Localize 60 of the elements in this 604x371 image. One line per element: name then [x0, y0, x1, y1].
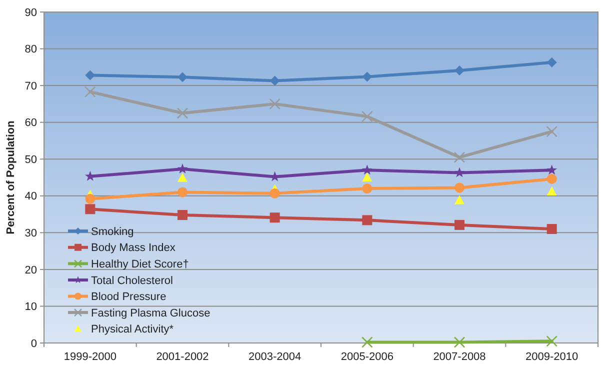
point: [270, 212, 280, 223]
point: [176, 107, 188, 119]
x-tick-label: 2007-2008: [433, 351, 486, 363]
y-tick-label: 60: [24, 117, 37, 130]
y-tick-label: 0: [30, 338, 37, 350]
y-tick-label: 10: [24, 301, 37, 314]
point: [362, 72, 372, 82]
legend-label: Healthy Diet Score†: [91, 258, 189, 270]
point: [270, 188, 280, 198]
point: [362, 110, 373, 122]
point: [84, 86, 96, 98]
point: [85, 194, 96, 204]
point: [454, 167, 465, 178]
x-tick-label: 2003-2004: [248, 351, 302, 363]
point: [546, 336, 558, 347]
point: [178, 187, 188, 198]
y-tick-label: 40: [24, 190, 37, 203]
point: [177, 164, 188, 174]
point: [362, 164, 372, 175]
point: [454, 65, 464, 76]
y-tick-label: 80: [24, 44, 37, 56]
y-tick-label: 30: [24, 228, 37, 240]
point: [178, 72, 188, 82]
point: [85, 204, 96, 214]
y-tick-label: 50: [24, 154, 37, 166]
legend-label: Fasting Plasma Glucose: [91, 307, 210, 320]
legend-label: Smoking: [91, 226, 134, 238]
point: [362, 336, 373, 348]
point: [454, 152, 466, 163]
point: [270, 76, 280, 86]
point: [362, 184, 372, 194]
y-axis-title: Percent of Population: [5, 120, 17, 234]
x-tick-label: 2009-2010: [526, 351, 578, 363]
point: [178, 172, 188, 182]
point: [362, 172, 372, 182]
point: [454, 220, 464, 230]
point: [546, 174, 557, 184]
legend-label: Total Cholesterol: [91, 274, 173, 287]
point: [454, 195, 464, 204]
point: [546, 126, 558, 138]
point: [546, 164, 558, 175]
point: [85, 70, 96, 80]
point: [546, 224, 557, 234]
point: [454, 336, 466, 348]
legend-label: Blood Pressure: [91, 291, 166, 304]
legend-label: Physical Activity*: [91, 324, 174, 336]
x-tick-label: 2001-2002: [156, 351, 209, 363]
point: [362, 215, 372, 226]
point: [269, 98, 280, 110]
point: [178, 210, 188, 220]
y-tick-label: 70: [24, 80, 37, 92]
x-tick-label: 2005-2006: [340, 351, 394, 363]
legend-label: Body Mass Index: [91, 242, 176, 254]
point: [84, 170, 96, 181]
y-tick-label: 90: [24, 6, 37, 19]
point: [546, 186, 557, 196]
point: [454, 182, 464, 193]
y-tick-label: 20: [24, 264, 37, 276]
x-tick-label: 1999-2000: [64, 351, 116, 363]
point: [546, 57, 557, 68]
